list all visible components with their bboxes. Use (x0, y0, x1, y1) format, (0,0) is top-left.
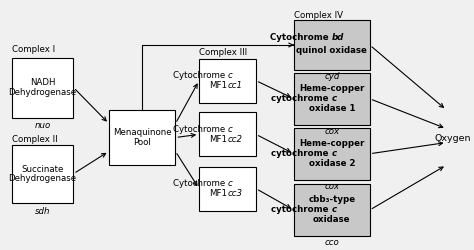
Text: oxidase: oxidase (313, 216, 351, 224)
Text: Oxygen: Oxygen (434, 134, 471, 143)
Bar (294, 128, 370, 180)
Text: cytochrome: cytochrome (271, 206, 332, 214)
Text: cytochrome: cytochrome (271, 149, 332, 158)
Bar (12, 145, 73, 203)
Text: sdh: sdh (35, 207, 50, 216)
Text: c: c (228, 72, 232, 80)
Text: Cytochrome: Cytochrome (173, 180, 228, 188)
Text: cbb₃-type: cbb₃-type (308, 196, 356, 204)
Bar (294, 72, 370, 125)
Text: c: c (332, 94, 337, 103)
Text: Complex I: Complex I (12, 46, 55, 54)
Bar (199, 59, 256, 102)
Text: quinol oxidase: quinol oxidase (296, 46, 367, 55)
Text: c: c (228, 125, 232, 134)
Text: cc3: cc3 (228, 189, 243, 198)
Text: oxidase 1: oxidase 1 (309, 104, 355, 113)
Bar (294, 20, 370, 70)
Text: MF1: MF1 (210, 134, 228, 143)
Text: Succinate: Succinate (21, 164, 64, 173)
Text: Dehydrogenase: Dehydrogenase (9, 88, 77, 97)
Bar (12, 58, 73, 118)
Text: cytochrome: cytochrome (271, 94, 332, 103)
Text: cyd: cyd (324, 72, 339, 81)
Text: Complex III: Complex III (199, 48, 247, 57)
Text: NADH: NADH (30, 78, 55, 87)
Text: Cytochrome: Cytochrome (270, 32, 332, 42)
Text: Heme-copper: Heme-copper (299, 84, 365, 93)
Text: cox: cox (324, 182, 339, 191)
Text: cc2: cc2 (228, 134, 243, 143)
Text: cco: cco (324, 238, 339, 247)
Bar (109, 110, 175, 165)
Text: Complex II: Complex II (12, 136, 57, 144)
Text: c: c (332, 149, 337, 158)
Text: Cytochrome: Cytochrome (173, 72, 228, 80)
Text: MF1: MF1 (210, 189, 228, 198)
Bar (199, 167, 256, 210)
Text: bd: bd (332, 32, 344, 42)
Text: oxidase 2: oxidase 2 (309, 159, 355, 168)
Text: nuo: nuo (35, 120, 51, 130)
Bar (294, 184, 370, 236)
Text: MF1: MF1 (210, 81, 228, 90)
Text: c: c (228, 180, 232, 188)
Bar (199, 112, 256, 156)
Text: cox: cox (324, 127, 339, 136)
Text: c: c (332, 206, 337, 214)
Text: Heme-copper: Heme-copper (299, 139, 365, 148)
Text: Menaquinone: Menaquinone (113, 128, 172, 137)
Text: cc1: cc1 (228, 81, 243, 90)
Text: Dehydrogenase: Dehydrogenase (9, 174, 77, 183)
Text: Complex IV: Complex IV (294, 10, 343, 20)
Text: Cytochrome: Cytochrome (173, 125, 228, 134)
Text: Pool: Pool (133, 138, 151, 147)
